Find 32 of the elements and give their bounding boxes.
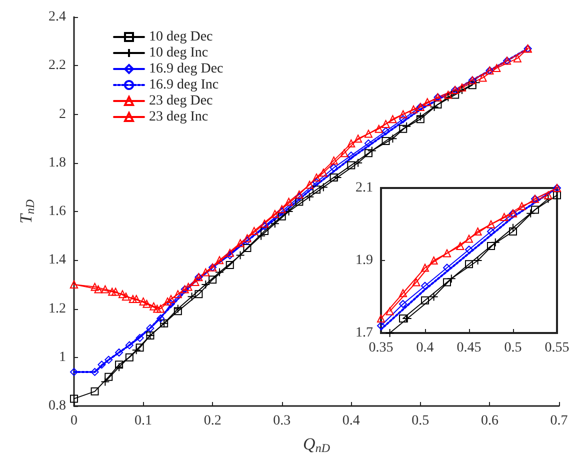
legend-label: 16.9 deg Dec [149,62,224,76]
y-tick-label: 2.4 [48,10,66,24]
legend-label: 10 deg Dec [149,30,213,44]
x-tick-label: 0.45 [456,340,482,356]
y-tick-label: 2.1 [356,180,373,196]
x-tick-label: 0.1 [134,414,152,428]
y-tick-label: 1.2 [48,301,66,316]
legend-label: 10 deg Inc [149,46,208,60]
x-tick-label: 0 [70,414,78,428]
x-tick-label: 0.5 [412,414,430,428]
y-tick-label: 1.8 [48,155,66,170]
y-tick-label: 2 [59,106,66,122]
y-tick-label: 2.2 [48,58,66,74]
x-tick-label: 0.2 [204,414,222,428]
y-tick-label: 0.8 [48,398,66,414]
x-tick-label: 0.35 [368,340,394,356]
y-tick-label: 1.9 [356,253,373,268]
y-tick-label: 1 [59,350,66,365]
x-tick-label: 0.4 [416,340,434,356]
y-tick-label: 1.6 [48,204,66,219]
x-tick-label: 0.7 [550,414,568,428]
x-tick-label: 0.5 [504,340,522,356]
x-tick-label: 0.3 [273,414,291,428]
x-tick-label: 0.55 [544,340,570,356]
x-tick-label: 0.4 [342,414,360,428]
legend-label: 23 deg Inc [149,110,208,124]
legend-label: 23 deg Dec [149,94,213,108]
y-tick-label: 1.4 [48,252,66,268]
legend-label: 16.9 deg Inc [149,78,219,92]
y-tick-label: 1.7 [356,326,373,340]
x-tick-label: 0.6 [480,414,498,428]
y-axis-title: TnD [16,199,37,224]
